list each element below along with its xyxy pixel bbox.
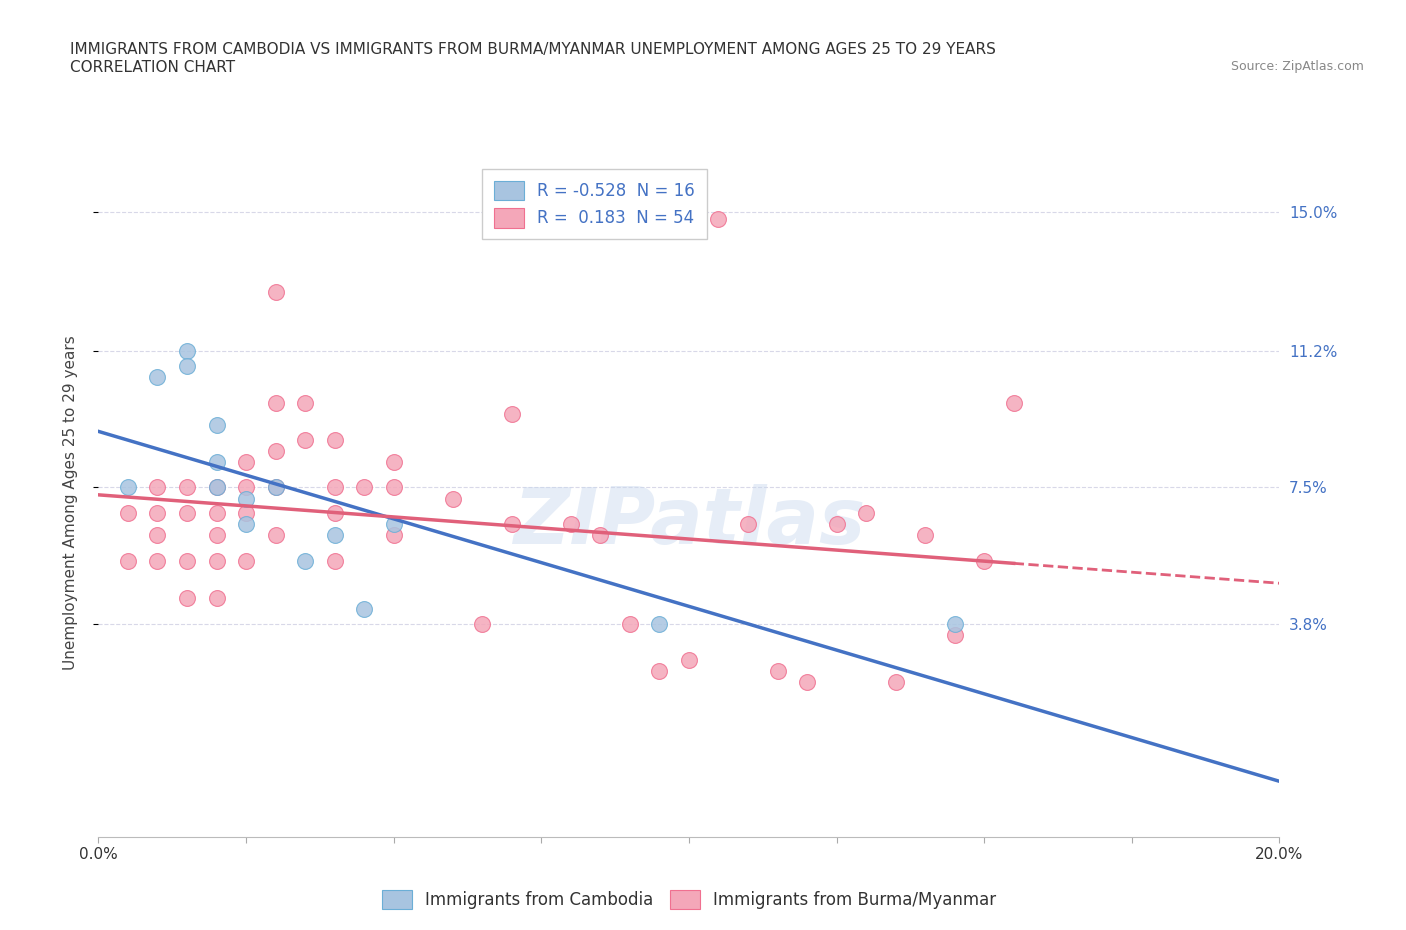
Point: [176, 359, 198, 374]
Point: [353, 480, 375, 495]
Point: [855, 506, 877, 521]
Point: [176, 591, 198, 605]
Point: [146, 528, 169, 543]
Point: [205, 454, 228, 469]
Point: [235, 506, 257, 521]
Point: [323, 528, 346, 543]
Point: [146, 369, 169, 384]
Point: [648, 664, 671, 679]
Point: [294, 553, 316, 568]
Text: CORRELATION CHART: CORRELATION CHART: [70, 60, 235, 75]
Point: [648, 617, 671, 631]
Point: [914, 528, 936, 543]
Point: [501, 517, 523, 532]
Point: [471, 617, 494, 631]
Point: [235, 480, 257, 495]
Point: [353, 602, 375, 617]
Point: [884, 675, 907, 690]
Point: [146, 480, 169, 495]
Point: [205, 506, 228, 521]
Point: [560, 517, 582, 532]
Point: [176, 553, 198, 568]
Point: [943, 617, 966, 631]
Point: [205, 480, 228, 495]
Point: [264, 528, 287, 543]
Point: [678, 653, 700, 668]
Point: [382, 517, 405, 532]
Point: [235, 517, 257, 532]
Point: [264, 444, 287, 458]
Point: [264, 395, 287, 410]
Point: [441, 491, 464, 506]
Point: [1002, 395, 1025, 410]
Point: [323, 432, 346, 447]
Point: [294, 432, 316, 447]
Point: [146, 506, 169, 521]
Point: [176, 506, 198, 521]
Text: Source: ZipAtlas.com: Source: ZipAtlas.com: [1230, 60, 1364, 73]
Point: [707, 211, 730, 226]
Point: [235, 553, 257, 568]
Point: [973, 553, 995, 568]
Point: [117, 480, 139, 495]
Point: [825, 517, 848, 532]
Point: [146, 553, 169, 568]
Point: [235, 491, 257, 506]
Point: [382, 528, 405, 543]
Point: [205, 591, 228, 605]
Point: [501, 406, 523, 421]
Point: [205, 418, 228, 432]
Point: [205, 553, 228, 568]
Point: [382, 454, 405, 469]
Point: [205, 480, 228, 495]
Point: [176, 480, 198, 495]
Point: [323, 480, 346, 495]
Text: ZIPatlas: ZIPatlas: [513, 485, 865, 560]
Point: [176, 344, 198, 359]
Point: [589, 528, 612, 543]
Point: [382, 480, 405, 495]
Y-axis label: Unemployment Among Ages 25 to 29 years: Unemployment Among Ages 25 to 29 years: [63, 335, 77, 670]
Point: [766, 664, 789, 679]
Point: [235, 454, 257, 469]
Point: [264, 480, 287, 495]
Point: [796, 675, 818, 690]
Point: [117, 553, 139, 568]
Point: [943, 627, 966, 642]
Point: [323, 553, 346, 568]
Text: IMMIGRANTS FROM CAMBODIA VS IMMIGRANTS FROM BURMA/MYANMAR UNEMPLOYMENT AMONG AGE: IMMIGRANTS FROM CAMBODIA VS IMMIGRANTS F…: [70, 42, 997, 57]
Point: [619, 617, 641, 631]
Point: [294, 395, 316, 410]
Point: [323, 506, 346, 521]
Point: [737, 517, 759, 532]
Legend: Immigrants from Cambodia, Immigrants from Burma/Myanmar: Immigrants from Cambodia, Immigrants fro…: [375, 884, 1002, 916]
Point: [205, 528, 228, 543]
Point: [264, 480, 287, 495]
Point: [264, 286, 287, 300]
Point: [117, 506, 139, 521]
